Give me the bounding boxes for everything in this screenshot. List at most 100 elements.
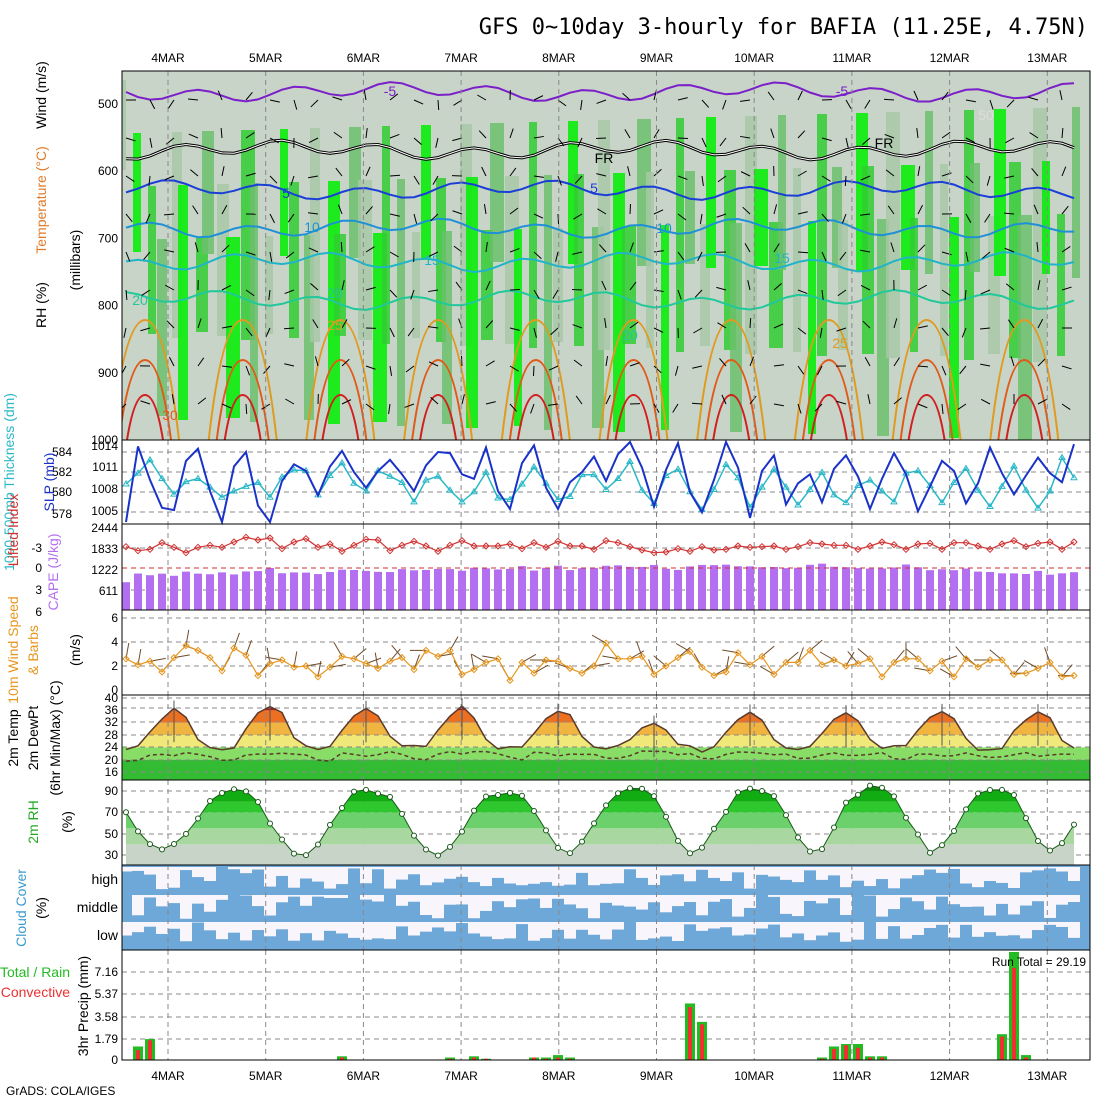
rh-point (483, 793, 489, 800)
rh-band (412, 232, 420, 338)
rh-point (903, 814, 909, 821)
contour-label: -5 (384, 83, 397, 99)
wind-speed-point (710, 671, 718, 680)
upper-wind-barb (672, 403, 679, 413)
cloud-clear-cell (1068, 895, 1080, 903)
li-point (398, 541, 406, 550)
cloud-clear-cell (192, 922, 204, 923)
upper-wind-barb (389, 251, 399, 258)
cloud-clear-cell (504, 922, 516, 939)
upper-wind-barb (148, 175, 151, 186)
upper-wind-barb (509, 207, 519, 215)
upper-wind-barb (171, 394, 175, 405)
date-label-bottom: 7MAR (444, 1069, 478, 1083)
cloud-clear-cell (300, 895, 312, 906)
slp-point (242, 482, 250, 489)
cloud-clear-cell (912, 922, 924, 935)
wind-speed-point (1010, 670, 1018, 679)
upper-wind-barb (485, 360, 495, 367)
rh-point (771, 793, 777, 800)
rh-band (886, 112, 900, 358)
pressure-tick-label: 600 (98, 164, 118, 178)
cloud-clear-cell (960, 922, 972, 925)
upper-wind-barb (941, 91, 949, 101)
li-point (518, 544, 526, 553)
wind-speed-point (182, 641, 190, 650)
cape-bar (734, 566, 742, 610)
upper-wind-barb (604, 318, 607, 329)
slp-point (806, 485, 814, 492)
rh-band (1018, 215, 1032, 440)
wind-speed-point (962, 655, 970, 663)
cloud-clear-cell (204, 867, 216, 881)
cloud-clear-cell (924, 922, 936, 928)
cloud-clear-cell (960, 895, 972, 907)
slp-point (674, 465, 682, 472)
upper-wind-barb (629, 242, 634, 253)
cape-bar (686, 566, 694, 610)
cloud-clear-cell (828, 895, 840, 899)
upper-wind-barb (221, 325, 232, 329)
li-point (146, 545, 154, 554)
upper-wind-barb (485, 280, 491, 291)
upper-wind-barb (533, 213, 544, 219)
rh-point (855, 791, 861, 798)
rh-point (507, 789, 513, 796)
rh-point (303, 852, 309, 859)
cloud-clear-cell (432, 922, 444, 928)
upper-wind-barb (627, 166, 631, 177)
cloud-level-label: middle (77, 899, 118, 915)
cloud-clear-cell (144, 867, 156, 875)
upper-wind-barb (837, 289, 847, 297)
precip-axis-label: 3hr Precip (mm) (75, 956, 91, 1056)
wind-speed-point (662, 662, 670, 670)
upper-wind-barb (269, 137, 279, 144)
pressure-axis-label: (millibars) (67, 230, 83, 291)
upper-wind-barb (483, 204, 487, 215)
upper-wind-barb (1007, 319, 1015, 329)
li-point (602, 536, 610, 545)
cloud-clear-cell (1032, 895, 1044, 902)
upper-wind-barb (773, 204, 778, 215)
bottom-date-axis: 4MAR 5MAR 6MAR 7MAR 8MAR 9MAR 10MAR 11MAR 12MAR 1… (151, 1069, 1067, 1083)
cloud-clear-cell (576, 895, 588, 909)
contour-label: 30 (162, 407, 178, 423)
upper-wind-barb (697, 251, 703, 262)
cloud-clear-cell (768, 867, 780, 877)
wind-speed-point (794, 658, 802, 667)
wind-speed-point (122, 655, 130, 663)
cloud-clear-cell (672, 895, 684, 907)
date-label-bottom: 10MAR (734, 1069, 774, 1083)
upper-wind-barb (217, 90, 223, 101)
upper-wind-barb (653, 365, 662, 374)
rh-point (819, 846, 825, 853)
upper-wind-barb (533, 175, 544, 178)
upper-wind-barb (284, 289, 295, 295)
wind-speed-point (458, 670, 466, 679)
cape-bar (986, 571, 994, 610)
cloud-label-a: Cloud Cover (13, 869, 29, 947)
upper-wind-barb (1029, 132, 1039, 139)
warm-contour (1005, 393, 1044, 440)
upper-wind-barb (365, 365, 376, 370)
warm-contour (704, 358, 759, 440)
upper-wind-barb (965, 137, 976, 143)
convective-precip-bar (880, 1057, 884, 1060)
upper-wind-barb (245, 92, 253, 101)
rh-band (334, 234, 346, 336)
slp-tick-label: 1011 (92, 460, 118, 474)
upper-wind-barb (629, 203, 632, 215)
li-point (830, 541, 838, 550)
rh-point (1071, 821, 1077, 828)
upper-wind-barb (797, 365, 805, 375)
cloud-clear-cell (1056, 895, 1068, 905)
upper-wind-barb (365, 128, 368, 139)
upper-wind-barb (365, 286, 376, 291)
temp-tick-label: 16 (105, 765, 119, 779)
cloud-clear-cell (888, 895, 900, 910)
upper-wind-barb (485, 320, 494, 329)
cloud-clear-cell (348, 922, 360, 938)
cloud-clear-cell (276, 895, 288, 903)
contour-label: 15 (424, 252, 440, 268)
cloud-clear-cell (348, 867, 360, 869)
